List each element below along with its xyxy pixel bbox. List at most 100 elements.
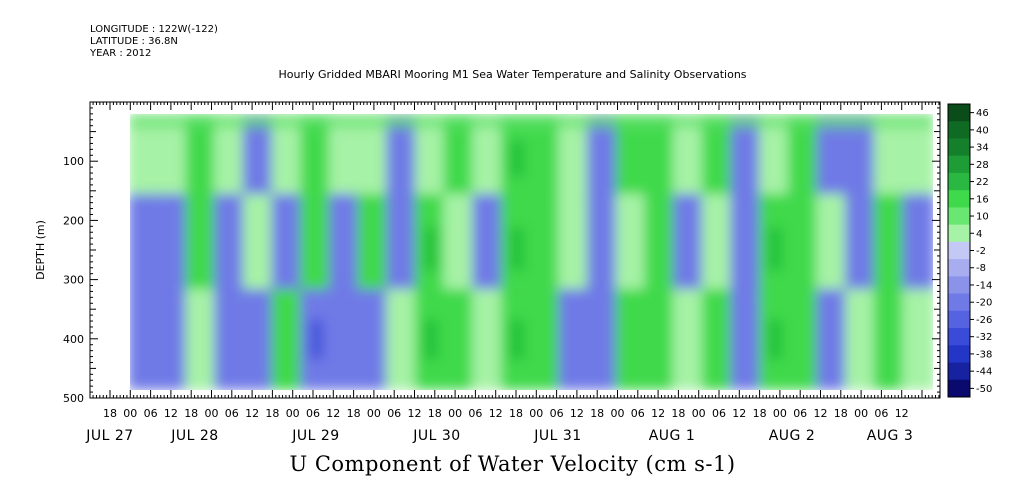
heatmap-cell [529,194,563,304]
colorbar-swatch [948,310,970,329]
heatmap-cell [529,289,563,390]
colorbar-label: -50 [976,384,992,395]
heatmap-cell [242,194,276,304]
heatmap-cell [328,289,362,390]
x-tick-label: 18 [509,407,523,420]
heatmap-cell [672,194,706,304]
x-tick-label: 18 [428,407,442,420]
heatmap-cell [902,289,933,390]
heatmap-cell [844,114,878,204]
x-tick-label: 06 [874,407,888,420]
heatmap-cell [902,114,933,204]
heatmap-cell [156,114,190,204]
heatmap-cell [271,114,305,204]
metadata-block: LONGITUDE : 122W(-122) LATITUDE : 36.8N … [90,24,218,60]
heatmap-cell [242,114,276,204]
chart-title: Hourly Gridded MBARI Mooring M1 Sea Wate… [278,68,747,81]
heatmap-cell [844,194,878,304]
x-tick-label: 12 [570,407,584,420]
colorbar-label: 16 [976,194,989,205]
heatmap-cell [509,141,525,177]
x-axis: 18 00 06 12 18 00 06 12 18 00 06 12 18 00 06 12 18 00 06 12… [85,102,940,444]
colorbar-swatch [948,379,970,398]
heatmap-cell [701,194,735,304]
heatmap-cell [156,194,190,304]
y-tick-label: 400 [63,333,84,346]
colorbar-swatch [948,345,970,364]
x-tick-label: 12 [814,407,828,420]
x-tick-label: 06 [306,407,320,420]
heatmap-cell [816,114,849,204]
x-tick-label: 00 [286,407,300,420]
heatmap-cell [701,114,735,204]
colorbar-swatch [948,155,970,174]
x-tick-label: 18 [671,407,685,420]
x-day-label: JUL 31 [533,428,581,444]
heatmap-cell [902,194,933,304]
x-tick-label: 18 [347,407,361,420]
colorbar-label: -14 [976,280,992,291]
x-day-label: AUG 1 [649,428,696,444]
y-axis: 100 200 300 400 500 DEPTH (m) [34,101,940,405]
heatmap-cell [472,194,505,304]
x-day-label: JUL 30 [412,428,460,444]
colorbar-swatch [948,328,970,346]
heatmap-cell [443,289,477,390]
heatmap-cell [730,114,763,204]
heatmap-cell [242,289,276,390]
heatmap-cell [443,194,477,304]
x-tick-label: 12 [164,407,178,420]
heatmap-cell [214,194,247,304]
heatmap-cell [271,289,305,390]
heatmap-cell [185,114,219,204]
colorbar-label: -20 [976,298,992,309]
heatmap-cell [873,289,907,390]
colorbar-label: -44 [976,367,992,378]
heatmap-cell [701,289,735,390]
heatmap-cell [156,289,190,390]
colorbar-swatch [948,207,970,226]
x-tick-label: 12 [245,407,259,420]
heatmap-cell [558,289,591,390]
x-tick-label: 12 [651,407,665,420]
x-tick-label: 06 [468,407,482,420]
colorbar-swatch [948,224,970,243]
heatmap-cell [328,114,362,204]
x-tick-label: 00 [448,407,462,420]
x-tick-label: 00 [773,407,787,420]
heatmap-cell [214,114,247,204]
colorbar-swatch [948,259,970,277]
heatmap-cell [644,194,677,304]
heatmap-cell [472,114,505,204]
heatmap-cell [509,227,525,271]
longitude-label: LONGITUDE : 122W(-122) [90,24,218,35]
heatmap-cell [730,194,763,304]
x-tick-label: 06 [387,407,401,420]
y-tick-label: 300 [63,274,84,287]
heatmap-cell [529,114,563,204]
heatmap-cell [873,194,907,304]
x-tick-label: 00 [123,407,137,420]
x-tick-label: 06 [793,407,807,420]
y-axis-label: DEPTH (m) [34,220,47,280]
colorbar-swatch [948,241,970,260]
heatmap-field [130,114,933,390]
heatmap-cell [816,194,849,304]
colorbar-label: 46 [976,108,989,119]
heatmap-cell [509,319,525,360]
x-day-label: JUL 27 [85,428,133,444]
x-tick-label: 00 [367,407,381,420]
heatmap-cell [672,114,706,204]
colorbar-label: -26 [976,315,992,326]
heatmap-cell [672,289,706,390]
x-day-label: JUL 28 [170,428,218,444]
heatmap-cell [758,114,792,204]
heatmap-cell [357,114,391,204]
heatmap-cell [730,289,763,390]
colorbar-label: -38 [976,349,992,360]
heatmap-cell [300,114,333,204]
colorbar-swatch [948,138,970,157]
colorbar-label: 10 [976,212,989,223]
colorbar-label: 34 [976,143,989,154]
x-tick-label: 18 [103,407,117,420]
